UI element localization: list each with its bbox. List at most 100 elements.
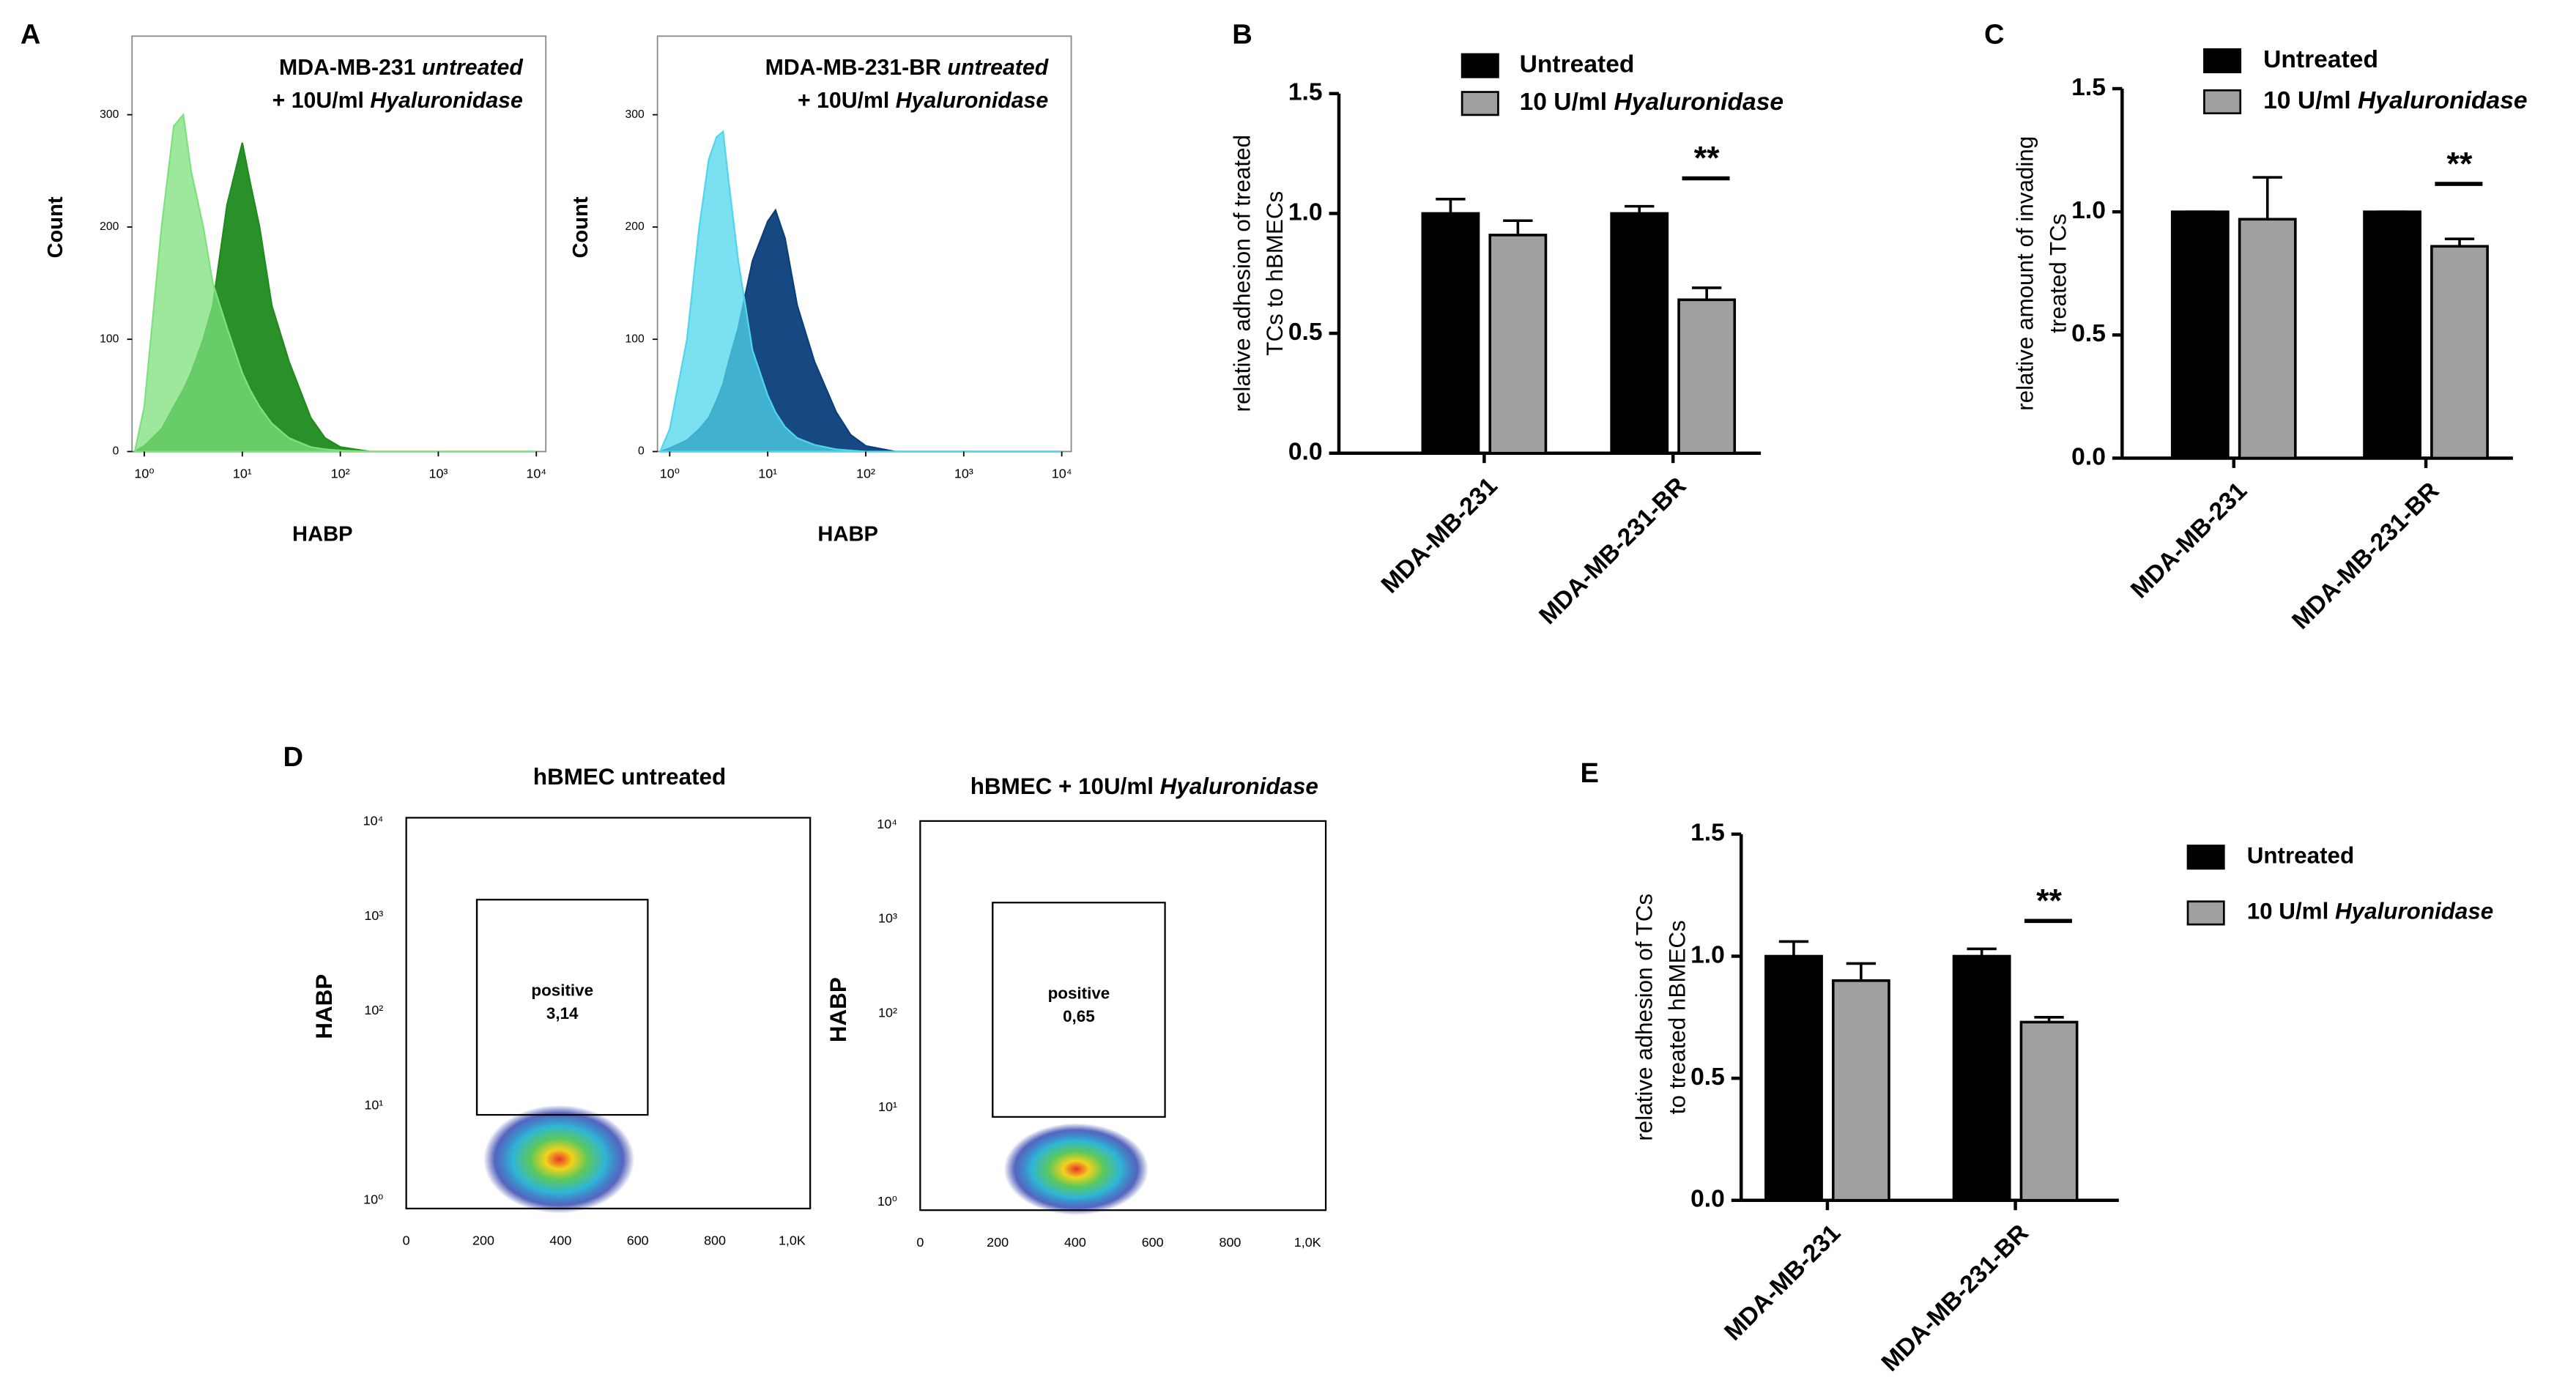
x-tick-label: 10⁴ — [526, 467, 546, 481]
y-tick-label: 1.0 — [1288, 198, 1323, 226]
x-tick-label: 1,0K — [1294, 1235, 1321, 1250]
x-tick-label: 10⁰ — [660, 467, 680, 481]
series-label: MDA-MB-231-BR untreated — [765, 56, 1049, 80]
panel-letter: D — [283, 742, 304, 773]
y-tick-label: 0.0 — [1288, 439, 1323, 466]
y-tick-label: 0.5 — [1690, 1064, 1725, 1091]
bar — [1831, 979, 1890, 1202]
bar — [1610, 212, 1669, 455]
x-axis-label: HABP — [292, 523, 353, 546]
x-tick-label: 10⁴ — [1052, 467, 1072, 481]
y-tick-label: 300 — [626, 108, 645, 121]
legend-swatch — [1460, 91, 1499, 116]
bar — [1764, 954, 1823, 1202]
y-tick-label: 300 — [100, 108, 119, 121]
y-tick-label: 100 — [626, 333, 645, 345]
y-tick-label: 10³ — [878, 911, 897, 926]
cell-cloud — [1003, 1123, 1148, 1215]
y-tick-label: 10¹ — [878, 1099, 897, 1114]
x-tick-label: 10² — [856, 467, 875, 481]
x-tick-label: 10³ — [954, 467, 973, 481]
y-tick-label: 1.5 — [1690, 820, 1725, 847]
gate-label: positive — [1048, 984, 1110, 1003]
x-tick-label: MDA-MB-231 — [2126, 478, 2252, 604]
legend-swatch — [2186, 900, 2225, 926]
bar — [1677, 298, 1737, 455]
plot-frame — [405, 817, 812, 1210]
x-tick-label: 10¹ — [758, 467, 777, 481]
significance-label: ** — [2447, 144, 2473, 182]
x-tick-label: 10² — [331, 467, 350, 481]
y-axis-label: relative adhesion of treated — [1229, 135, 1255, 412]
bar — [2170, 210, 2230, 460]
y-tick-label: 10⁰ — [877, 1194, 897, 1209]
chart-title: hBMEC + 10U/ml Hyaluronidase — [970, 773, 1318, 799]
y-axis-label: HABP — [825, 977, 851, 1042]
y-tick-label: 0 — [113, 445, 119, 458]
x-tick-label: 0 — [403, 1233, 410, 1248]
y-axis-label: treated TCs — [2045, 214, 2071, 333]
y-tick-label: 1.0 — [2071, 197, 2106, 224]
panel-letter: B — [1232, 19, 1252, 50]
x-tick-label: 200 — [987, 1235, 1009, 1250]
y-tick-label: 0.0 — [1690, 1186, 1725, 1213]
y-tick-label: 10⁴ — [363, 813, 384, 828]
legend-label: 10 U/ml Hyaluronidase — [1520, 89, 1784, 116]
bar — [2238, 218, 2297, 460]
y-tick-label: 10² — [878, 1005, 897, 1020]
panel-letter: C — [1984, 19, 2005, 50]
bar — [2363, 210, 2422, 460]
series-label: + 10U/ml Hyaluronidase — [272, 89, 523, 113]
y-tick-label: 1.0 — [1690, 941, 1725, 968]
y-axis-label: to treated hBMECs — [1664, 920, 1690, 1114]
legend-label: Untreated — [1520, 51, 1635, 78]
x-tick-label: 800 — [1219, 1235, 1241, 1250]
bar — [1488, 234, 1548, 455]
panel-letter: E — [1581, 758, 1599, 789]
panel-letter: A — [21, 19, 41, 50]
histogram-area — [133, 112, 537, 453]
series-label: + 10U/ml Hyaluronidase — [798, 89, 1048, 113]
x-tick-label: MDA-MB-231-BR — [1877, 1220, 2034, 1377]
x-tick-label: MDA-MB-231-BR — [2287, 478, 2444, 635]
series-label: MDA-MB-231 untreated — [279, 56, 523, 80]
legend-label: Untreated — [2263, 46, 2378, 73]
chart-title: hBMEC untreated — [533, 764, 726, 790]
legend-label: Untreated — [2247, 843, 2354, 869]
x-tick-label: MDA-MB-231 — [1376, 472, 1503, 599]
y-tick-label: 10⁰ — [363, 1192, 383, 1207]
histogram-area — [658, 130, 1062, 453]
plot-frame — [919, 820, 1327, 1211]
x-tick-label: MDA-MB-231-BR — [1534, 472, 1692, 630]
significance-label: ** — [1694, 139, 1720, 177]
y-tick-label: 200 — [626, 220, 645, 233]
gate-value: 3,14 — [546, 1004, 579, 1023]
significance-label: ** — [2036, 882, 2062, 919]
bar — [2019, 1020, 2079, 1202]
bar — [1952, 954, 2011, 1202]
y-tick-label: 10⁴ — [877, 817, 897, 831]
x-axis-label: HABP — [817, 523, 878, 546]
y-tick-label: 0.5 — [2071, 320, 2106, 347]
cell-cloud — [483, 1105, 635, 1214]
bar — [1421, 212, 1480, 455]
x-tick-label: 400 — [549, 1233, 571, 1248]
legend-swatch — [2203, 89, 2242, 115]
gate-value: 0,65 — [1063, 1007, 1095, 1025]
y-tick-label: 0.5 — [1288, 319, 1323, 346]
y-axis-label: HABP — [311, 974, 337, 1039]
x-tick-label: 10¹ — [233, 467, 252, 481]
x-tick-label: 800 — [704, 1233, 726, 1248]
y-tick-label: 1.5 — [1288, 79, 1323, 106]
y-tick-label: 200 — [100, 220, 119, 233]
legend-swatch — [2186, 845, 2225, 870]
x-tick-label: 10⁰ — [134, 467, 154, 481]
gate-label: positive — [531, 981, 593, 1000]
x-tick-label: MDA-MB-231 — [1720, 1220, 1846, 1346]
y-tick-label: 1.5 — [2071, 74, 2106, 101]
x-tick-label: 0 — [916, 1235, 924, 1250]
legend-label: 10 U/ml Hyaluronidase — [2247, 899, 2494, 924]
y-axis-label: relative adhesion of TCs — [1632, 894, 1658, 1141]
y-axis-label: TCs to hBMECs — [1262, 191, 1288, 356]
